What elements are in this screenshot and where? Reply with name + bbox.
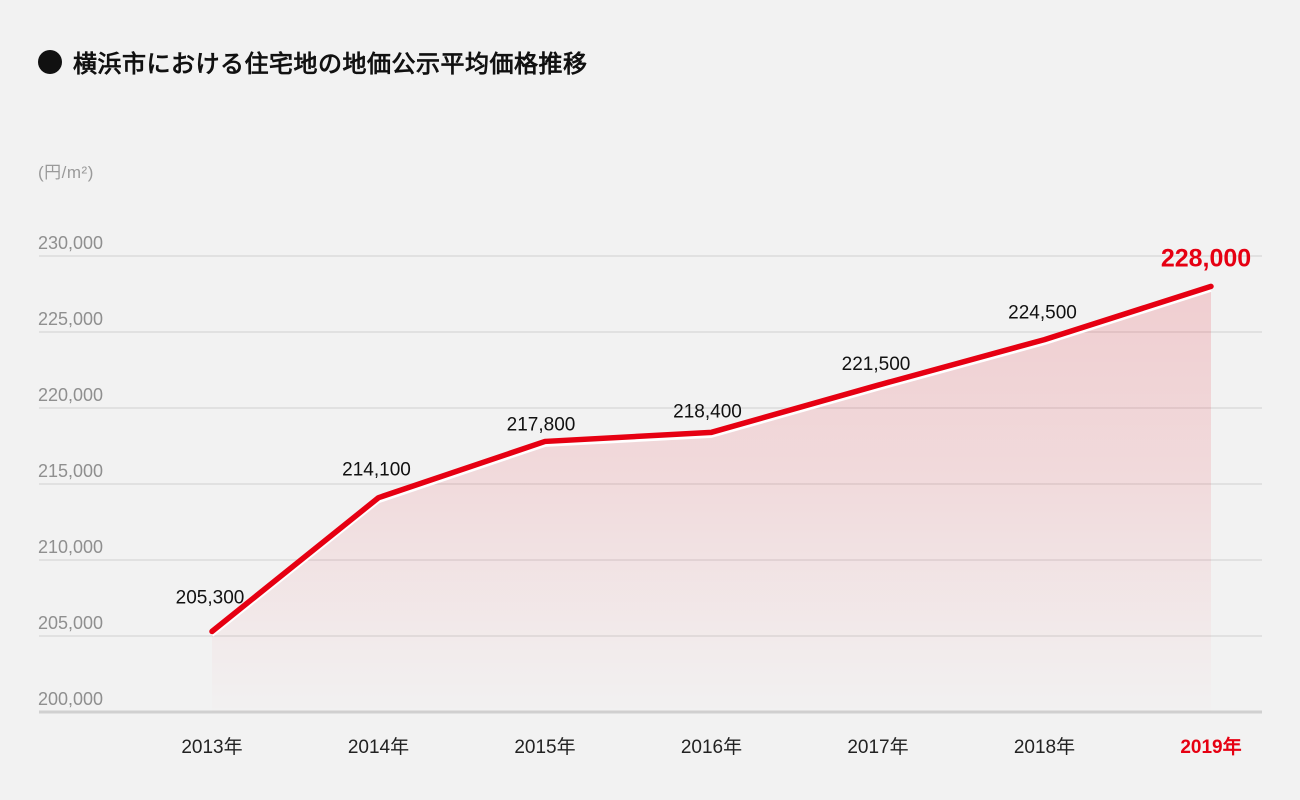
x-tick-label: 2015年 bbox=[514, 736, 575, 758]
x-tick-label-highlight: 2019年 bbox=[1180, 735, 1241, 758]
point-value-label: 214,100 bbox=[342, 460, 411, 481]
y-tick-label: 210,000 bbox=[38, 537, 103, 557]
x-tick-label: 2014年 bbox=[348, 736, 409, 758]
point-value-label: 217,800 bbox=[507, 414, 576, 435]
point-value-label: 205,300 bbox=[176, 587, 245, 608]
price-line bbox=[209, 283, 1214, 635]
y-tick-label: 220,000 bbox=[38, 385, 103, 405]
x-tick-label: 2018年 bbox=[1014, 736, 1075, 758]
x-tick-label: 2013年 bbox=[181, 736, 242, 758]
x-tick-label: 2017年 bbox=[847, 736, 908, 758]
x-tick-label: 2016年 bbox=[681, 736, 742, 758]
area-fill bbox=[212, 286, 1211, 712]
y-tick-label: 230,000 bbox=[38, 233, 103, 253]
y-tick-label: 225,000 bbox=[38, 309, 103, 329]
point-value-label: 218,400 bbox=[673, 401, 742, 422]
point-value-label: 224,500 bbox=[1008, 303, 1077, 324]
chart-header: 横浜市における住宅地の地価公示平均価格推移 bbox=[38, 44, 588, 79]
y-tick-label: 200,000 bbox=[38, 689, 103, 709]
point-value-label-highlight: 228,000 bbox=[1161, 244, 1251, 272]
point-value-label: 221,500 bbox=[842, 354, 911, 375]
y-tick-label: 215,000 bbox=[38, 461, 103, 481]
circle-bullet-icon bbox=[38, 49, 62, 74]
y-axis-unit-label: (円/m²) bbox=[38, 163, 94, 182]
y-tick-label: 205,000 bbox=[38, 613, 103, 633]
chart-title: 横浜市における住宅地の地価公示平均価格推移 bbox=[73, 51, 588, 78]
